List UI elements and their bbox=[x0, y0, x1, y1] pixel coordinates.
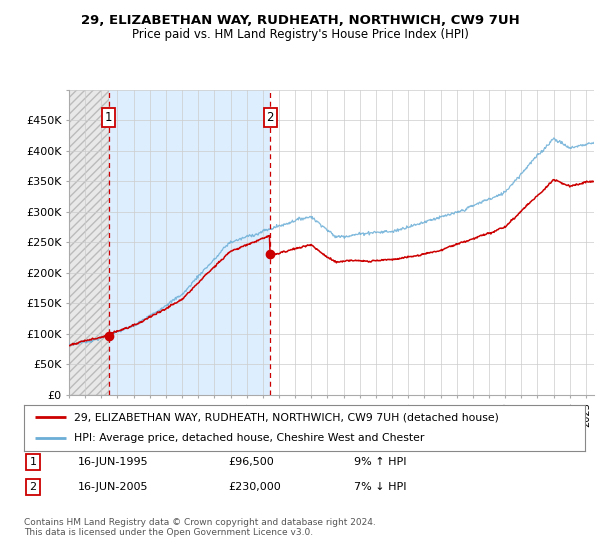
Text: 2: 2 bbox=[266, 110, 274, 124]
Text: 1: 1 bbox=[29, 457, 37, 467]
Bar bbox=[69, 90, 109, 395]
Text: Contains HM Land Registry data © Crown copyright and database right 2024.
This d: Contains HM Land Registry data © Crown c… bbox=[24, 518, 376, 538]
Text: 2: 2 bbox=[29, 482, 37, 492]
Text: HPI: Average price, detached house, Cheshire West and Chester: HPI: Average price, detached house, Ches… bbox=[74, 433, 425, 444]
Text: Price paid vs. HM Land Registry's House Price Index (HPI): Price paid vs. HM Land Registry's House … bbox=[131, 28, 469, 41]
Text: £96,500: £96,500 bbox=[228, 457, 274, 467]
Text: 29, ELIZABETHAN WAY, RUDHEATH, NORTHWICH, CW9 7UH (detached house): 29, ELIZABETHAN WAY, RUDHEATH, NORTHWICH… bbox=[74, 412, 499, 422]
Text: 16-JUN-1995: 16-JUN-1995 bbox=[78, 457, 149, 467]
Text: 16-JUN-2005: 16-JUN-2005 bbox=[78, 482, 149, 492]
Bar bbox=[109, 90, 270, 395]
Text: £230,000: £230,000 bbox=[228, 482, 281, 492]
Text: 29, ELIZABETHAN WAY, RUDHEATH, NORTHWICH, CW9 7UH: 29, ELIZABETHAN WAY, RUDHEATH, NORTHWICH… bbox=[80, 14, 520, 27]
Text: 9% ↑ HPI: 9% ↑ HPI bbox=[354, 457, 407, 467]
Text: 7% ↓ HPI: 7% ↓ HPI bbox=[354, 482, 407, 492]
Text: 1: 1 bbox=[105, 110, 112, 124]
